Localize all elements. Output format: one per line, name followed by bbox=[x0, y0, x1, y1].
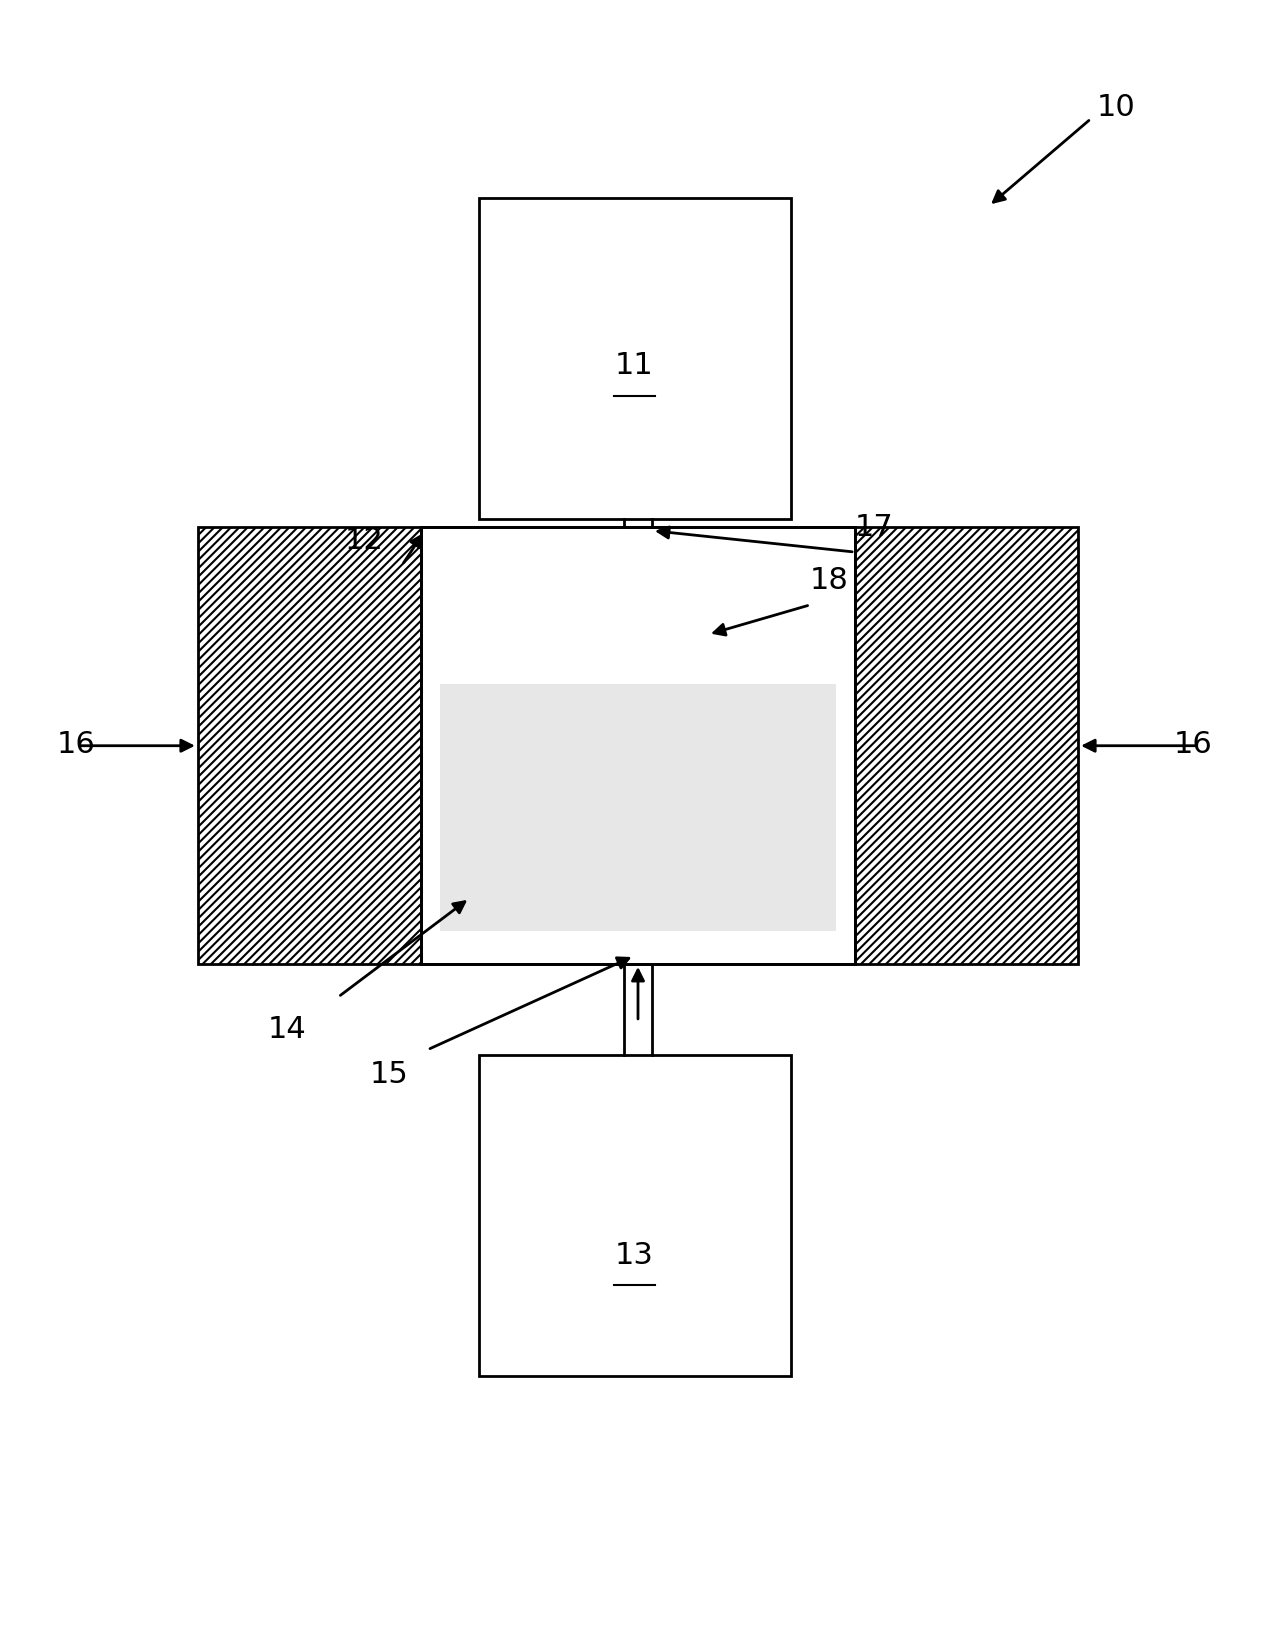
Text: 16: 16 bbox=[1174, 730, 1212, 760]
Bar bbox=[198, 527, 421, 964]
Bar bbox=[421, 527, 855, 964]
Bar bbox=[855, 527, 1078, 964]
Bar bbox=[478, 198, 791, 519]
Text: 18: 18 bbox=[810, 565, 849, 595]
Text: 17: 17 bbox=[855, 513, 893, 542]
Text: 15: 15 bbox=[370, 1060, 408, 1089]
Bar bbox=[421, 527, 855, 964]
Text: 10: 10 bbox=[1097, 92, 1136, 122]
Bar bbox=[478, 1055, 791, 1376]
Bar bbox=[440, 684, 836, 931]
Text: 11: 11 bbox=[615, 351, 653, 381]
Text: 12: 12 bbox=[345, 526, 383, 555]
Text: 14: 14 bbox=[268, 1015, 306, 1045]
Text: 13: 13 bbox=[615, 1241, 653, 1271]
Text: 16: 16 bbox=[57, 730, 96, 760]
